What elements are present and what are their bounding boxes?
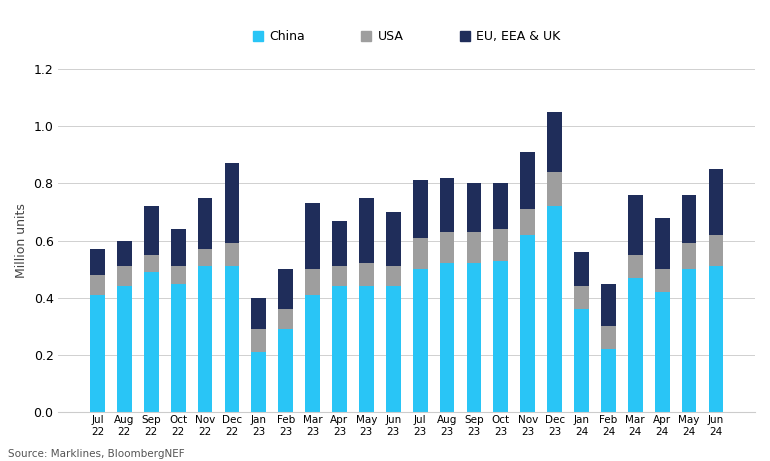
Bar [144, 206, 159, 255]
Bar [521, 209, 535, 235]
Bar [359, 264, 373, 286]
Bar [440, 264, 454, 413]
Bar [305, 269, 320, 295]
Text: Source: Marklines, BloombergNEF: Source: Marklines, BloombergNEF [8, 449, 184, 459]
Bar [359, 286, 373, 413]
Bar [90, 295, 105, 413]
Bar [467, 264, 481, 413]
Bar [225, 266, 239, 413]
Bar [467, 232, 481, 264]
Bar [305, 203, 320, 269]
Bar [198, 198, 213, 249]
Bar [171, 229, 186, 266]
Bar [413, 238, 427, 269]
Bar [386, 286, 400, 413]
Bar [332, 266, 346, 286]
Bar [521, 235, 535, 413]
Bar [654, 218, 670, 269]
Bar [386, 212, 400, 266]
Bar [117, 286, 132, 413]
Bar [681, 243, 696, 269]
Bar [654, 292, 670, 413]
Bar [547, 172, 562, 206]
Bar [494, 260, 508, 413]
Bar [628, 255, 643, 278]
Bar [198, 249, 213, 266]
Bar [332, 286, 346, 413]
Bar [359, 198, 373, 264]
Bar [144, 272, 159, 413]
Bar [547, 112, 562, 172]
Bar [90, 249, 105, 275]
Bar [305, 295, 320, 413]
Bar [198, 266, 213, 413]
Bar [171, 266, 186, 284]
Bar [278, 309, 293, 329]
Bar [681, 195, 696, 243]
Bar [708, 169, 723, 235]
Bar [628, 195, 643, 255]
Bar [467, 183, 481, 232]
Bar [494, 183, 508, 229]
Bar [413, 180, 427, 238]
Bar [440, 177, 454, 232]
Bar [278, 329, 293, 413]
Bar [440, 232, 454, 264]
Bar [278, 269, 293, 309]
Legend: China, USA, EU, EEA & UK: China, USA, EU, EEA & UK [253, 30, 561, 43]
Bar [332, 220, 346, 266]
Bar [413, 269, 427, 413]
Bar [708, 266, 723, 413]
Bar [601, 349, 616, 413]
Bar [628, 278, 643, 413]
Bar [574, 252, 589, 286]
Bar [117, 241, 132, 266]
Y-axis label: Million units: Million units [15, 203, 28, 278]
Bar [386, 266, 400, 286]
Bar [225, 243, 239, 266]
Bar [574, 309, 589, 413]
Bar [574, 286, 589, 309]
Bar [90, 275, 105, 295]
Bar [252, 298, 266, 329]
Bar [654, 269, 670, 292]
Bar [117, 266, 132, 286]
Bar [708, 235, 723, 266]
Bar [252, 329, 266, 352]
Bar [521, 152, 535, 209]
Bar [601, 326, 616, 349]
Bar [601, 284, 616, 326]
Bar [144, 255, 159, 272]
Bar [494, 229, 508, 260]
Bar [171, 284, 186, 413]
Bar [225, 163, 239, 243]
Bar [547, 206, 562, 413]
Bar [252, 352, 266, 413]
Bar [681, 269, 696, 413]
